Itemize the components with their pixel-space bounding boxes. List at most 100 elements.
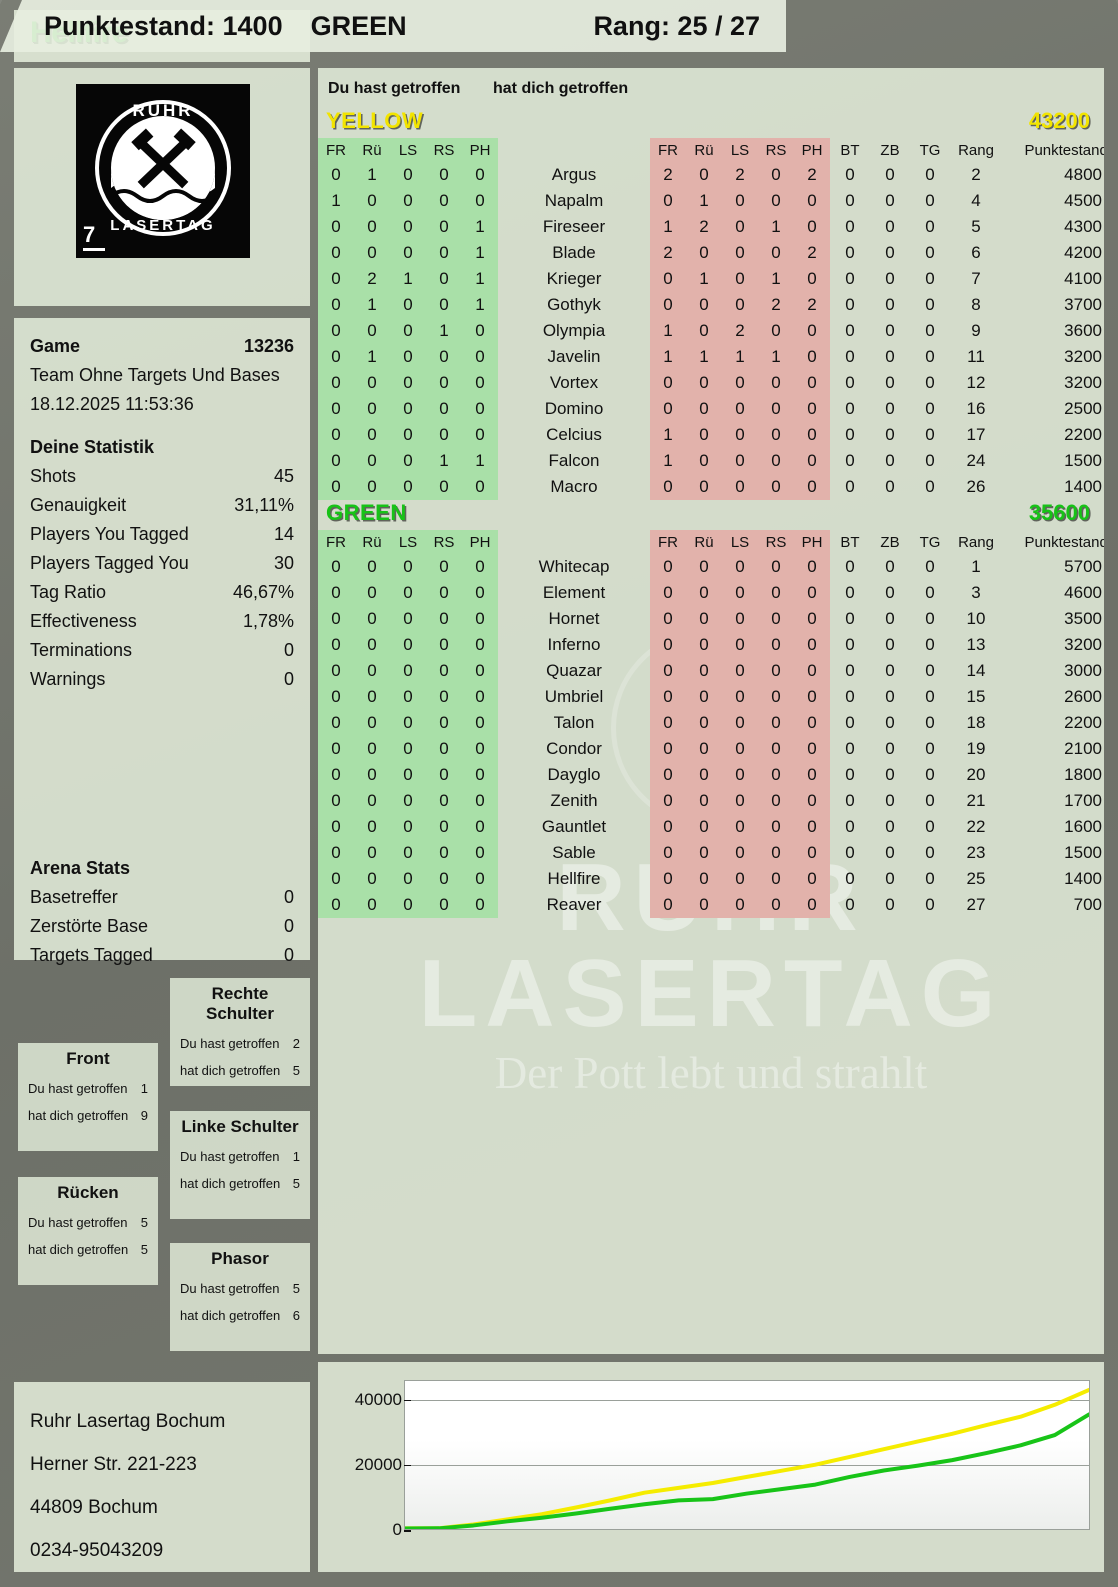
- cell-you-hit: 0: [318, 684, 354, 710]
- table-row[interactable]: 0 0 0 0 0 Whitecap 0 0 0 0 0 0 0 0 1 5700: [318, 554, 1104, 580]
- stat-label: Genauigkeit: [30, 495, 127, 515]
- cell-you-hit: 0: [426, 606, 462, 632]
- scoreboard-content: Du hast getroffen hat dich getroffen YEL…: [318, 68, 1104, 918]
- cell-hit-you: 0: [686, 606, 722, 632]
- table-row[interactable]: 0 0 0 0 0 Reaver 0 0 0 0 0 0 0 0 27 700: [318, 892, 1104, 918]
- cell-hit-you: 0: [758, 188, 794, 214]
- arena-stats-list: Basetreffer 0 Zerstörte Base 0 Targets Tagge…: [30, 883, 294, 970]
- cell-hit-you: 0: [794, 344, 830, 370]
- cell-hit-you: 0: [758, 658, 794, 684]
- col-head-points: Punktestand:: [1024, 533, 1104, 551]
- col-head-them-RS: RS: [758, 530, 794, 554]
- cell-you-hit: 0: [318, 344, 354, 370]
- table-row[interactable]: 0 0 0 0 0 Talon 0 0 0 0 0 0 0 0 18 2200: [318, 710, 1104, 736]
- table-row[interactable]: 0 0 0 0 0 Hornet 0 0 0 0 0 0 0 0 10 3500: [318, 606, 1104, 632]
- table-row[interactable]: 0 1 0 0 1 Gothyk 0 0 0 2 2 0 0 0 8 3700: [318, 292, 1104, 318]
- cell-you-hit: 0: [318, 554, 354, 580]
- table-row[interactable]: 0 0 0 0 0 Zenith 0 0 0 0 0 0 0 0 21 1700: [318, 788, 1104, 814]
- cell-tail: 0: [925, 895, 935, 914]
- cell-points: 2200: [1064, 425, 1102, 444]
- chart-y-tick-label: 40000: [354, 1389, 412, 1409]
- cell-you-hit: 0: [354, 814, 390, 840]
- cell-hit-you: 0: [758, 318, 794, 344]
- table-row[interactable]: 0 1 0 0 0 Argus 2 0 2 0 2 0 0 0 2 4800: [318, 162, 1104, 188]
- team-label: GREEN: [310, 10, 407, 41]
- table-row[interactable]: 0 0 0 0 1 Fireseer 1 2 0 1 0 0 0 0 5 4300: [318, 214, 1104, 240]
- stat-row: Tag Ratio 46,67%: [30, 578, 294, 607]
- score-label: Punktestand: 1400: [44, 10, 283, 41]
- table-row[interactable]: 0 0 0 0 0 Quazar 0 0 0 0 0 0 0 0 14 3000: [318, 658, 1104, 684]
- cell-hit-you: 1: [758, 344, 794, 370]
- cell-hit-you: 0: [758, 448, 794, 474]
- cell-tail: 0: [885, 477, 895, 496]
- cell-rank: 27: [966, 895, 986, 914]
- cell-you-hit: 0: [390, 344, 426, 370]
- table-row[interactable]: 0 0 0 0 1 Blade 2 0 0 0 2 0 0 0 6 4200: [318, 240, 1104, 266]
- cell-tail: 0: [885, 687, 895, 706]
- cell-hit-you: 0: [650, 370, 686, 396]
- stat-label: Tag Ratio: [30, 582, 107, 602]
- cell-you-hit: 1: [426, 448, 462, 474]
- cell-tail: 0: [885, 321, 895, 340]
- cell-tail: 0: [885, 191, 895, 210]
- cell-you-hit: 0: [390, 318, 426, 344]
- table-row[interactable]: 0 1 0 0 0 Javelin 1 1 1 1 0 0 0 0 11 3200: [318, 344, 1104, 370]
- table-row[interactable]: 0 0 0 0 0 Sable 0 0 0 0 0 0 0 0 23 1500: [318, 840, 1104, 866]
- cell-you-hit: 0: [318, 240, 354, 266]
- cell-rank: 10: [966, 609, 986, 628]
- stat-label: Targets Tagged: [30, 945, 153, 965]
- table-row[interactable]: 0 0 0 1 1 Falcon 1 0 0 0 0 0 0 0 24 1500: [318, 448, 1104, 474]
- cell-you-hit: 0: [426, 658, 462, 684]
- stat-row: Players You Tagged 14: [30, 520, 294, 549]
- stat-label: Effectiveness: [30, 611, 137, 631]
- cell-hit-you: 0: [794, 214, 830, 240]
- chart-series-yellow: [405, 1390, 1089, 1528]
- cell-hit-you: 2: [794, 292, 830, 318]
- cell-hit-you: 2: [650, 240, 686, 266]
- table-row[interactable]: 0 0 0 0 0 Hellfire 0 0 0 0 0 0 0 0 25 1400: [318, 866, 1104, 892]
- cell-you-hit: 0: [426, 370, 462, 396]
- cell-hit-you: 0: [758, 632, 794, 658]
- table-row[interactable]: 0 0 0 0 0 Element 0 0 0 0 0 0 0 0 3 4600: [318, 580, 1104, 606]
- cell-hit-you: 0: [722, 554, 758, 580]
- table-row[interactable]: 0 0 0 0 0 Gauntlet 0 0 0 0 0 0 0 0 22 1600: [318, 814, 1104, 840]
- cell-you-hit: 0: [390, 788, 426, 814]
- cell-tail: 0: [925, 739, 935, 758]
- table-row[interactable]: 1 0 0 0 0 Napalm 0 1 0 0 0 0 0 0 4 4500: [318, 188, 1104, 214]
- game-header-row: Game 13236: [30, 332, 294, 361]
- hit-box-rechte-schulter: Rechte Schulter Du hast getroffen 2 hat …: [170, 978, 310, 1086]
- cell-tail: 0: [925, 713, 935, 732]
- table-row[interactable]: 0 0 0 0 0 Macro 0 0 0 0 0 0 0 0 26 1400: [318, 474, 1104, 500]
- cell-you-hit: 1: [462, 292, 498, 318]
- cell-tail: 0: [845, 583, 855, 602]
- cell-hit-you: 0: [794, 580, 830, 606]
- cell-hit-you: 0: [650, 814, 686, 840]
- table-row[interactable]: 0 0 0 0 0 Umbriel 0 0 0 0 0 0 0 0 15 2600: [318, 684, 1104, 710]
- table-row[interactable]: 0 0 0 1 0 Olympia 1 0 2 0 0 0 0 0 9 3600: [318, 318, 1104, 344]
- chart-y-tick-label: 0: [392, 1520, 412, 1539]
- table-row[interactable]: 0 0 0 0 0 Domino 0 0 0 0 0 0 0 0 16 2500: [318, 396, 1104, 422]
- cell-you-hit: 0: [462, 318, 498, 344]
- cell-points: 3200: [1064, 635, 1102, 654]
- hit-box-hit-you-row: hat dich getroffen 5: [180, 1170, 300, 1197]
- cell-tail: 0: [925, 425, 935, 444]
- table-row[interactable]: 0 0 0 0 0 Condor 0 0 0 0 0 0 0 0 19 2100: [318, 736, 1104, 762]
- table-row[interactable]: 0 0 0 0 0 Inferno 0 0 0 0 0 0 0 0 13 3200: [318, 632, 1104, 658]
- cell-rank: 20: [966, 765, 986, 784]
- cell-you-hit: 0: [462, 474, 498, 500]
- table-row[interactable]: 0 0 0 0 0 Dayglo 0 0 0 0 0 0 0 0 20 1800: [318, 762, 1104, 788]
- cell-rank: 6: [971, 243, 981, 262]
- table-row[interactable]: 0 2 1 0 1 Krieger 0 1 0 1 0 0 0 0 7 4100: [318, 266, 1104, 292]
- cell-hit-you: 0: [722, 580, 758, 606]
- cell-you-hit: 0: [462, 658, 498, 684]
- hit-box-linke-schulter: Linke Schulter Du hast getroffen 1 hat d…: [170, 1111, 310, 1219]
- cell-player-name: Hellfire: [547, 869, 601, 888]
- cell-tail: 0: [885, 557, 895, 576]
- cell-hit-you: 0: [722, 396, 758, 422]
- table-row[interactable]: 0 0 0 0 0 Celcius 1 0 0 0 0 0 0 0 17 2200: [318, 422, 1104, 448]
- cell-you-hit: 1: [426, 318, 462, 344]
- cell-you-hit: 0: [390, 736, 426, 762]
- cell-rank: 14: [966, 661, 986, 680]
- cell-you-hit: 0: [354, 422, 390, 448]
- table-row[interactable]: 0 0 0 0 0 Vortex 0 0 0 0 0 0 0 0 12 3200: [318, 370, 1104, 396]
